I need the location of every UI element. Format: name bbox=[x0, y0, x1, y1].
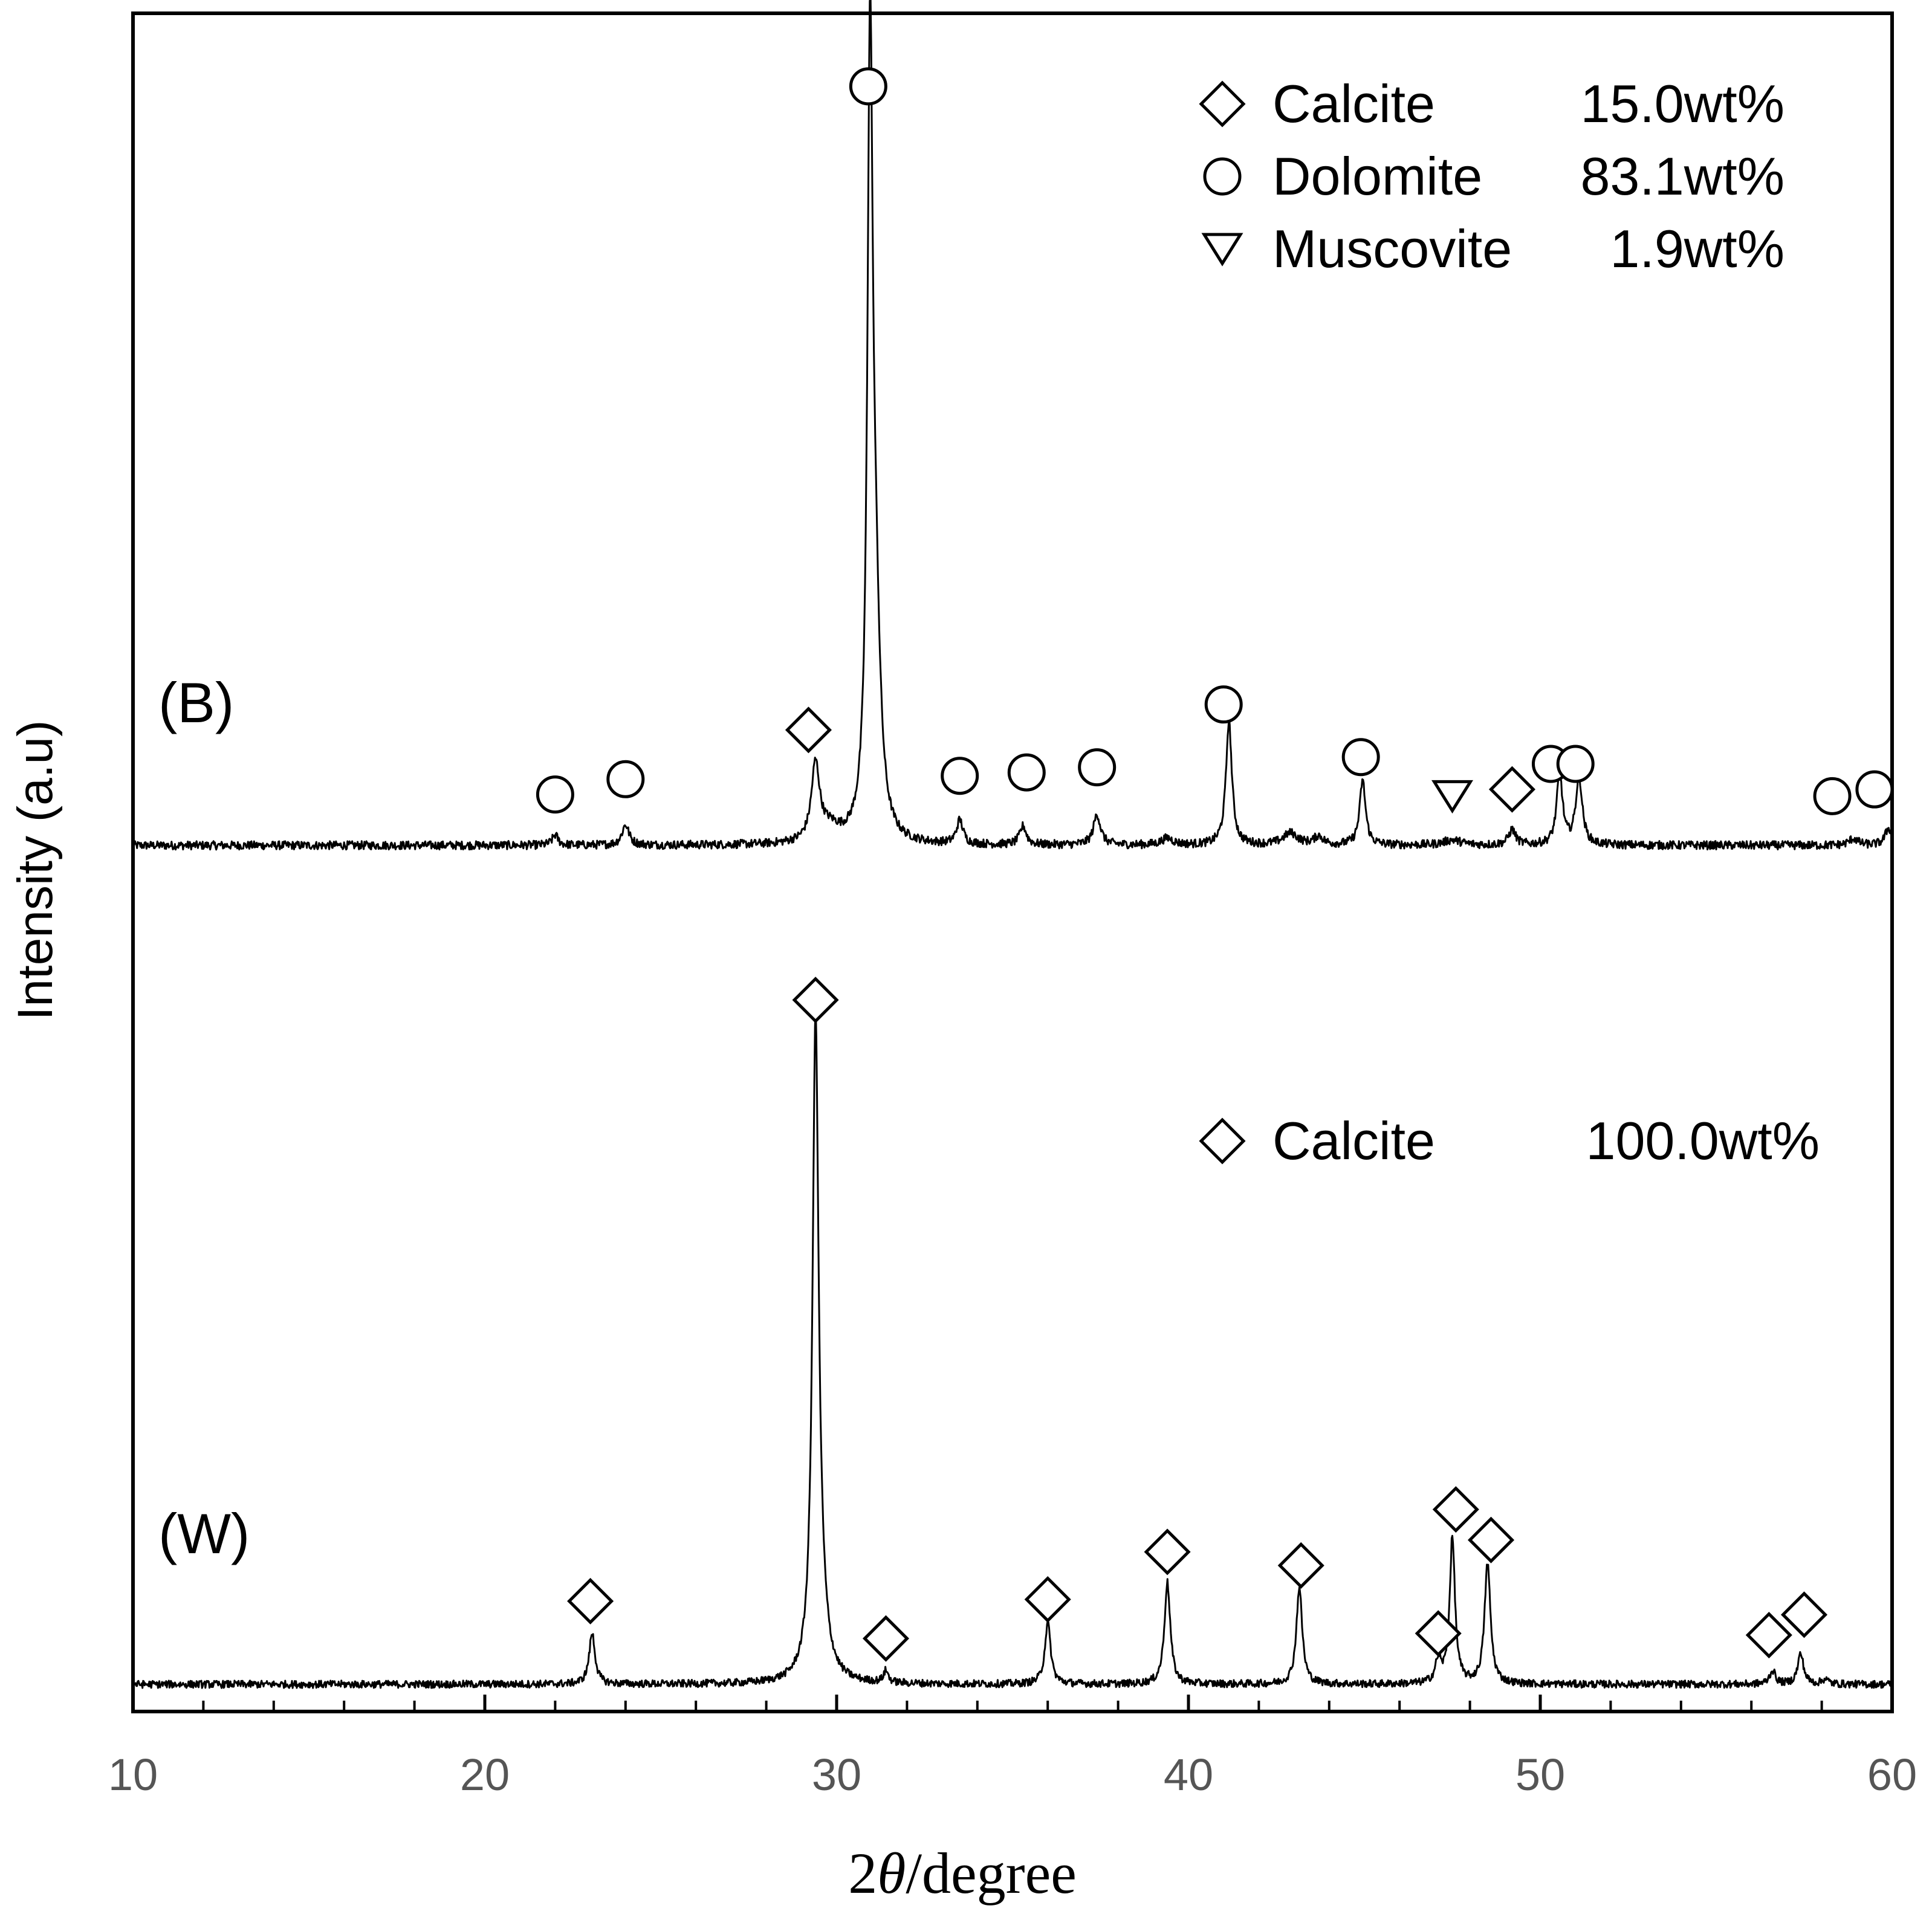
series-line-w bbox=[132, 1004, 1893, 1689]
legend-symbol-circle bbox=[1203, 157, 1242, 196]
circle-marker bbox=[1813, 777, 1852, 815]
diamond-marker bbox=[1488, 766, 1535, 813]
circle-marker bbox=[1341, 738, 1380, 777]
circle-marker bbox=[606, 760, 645, 798]
legend-value: 100.0wt% bbox=[1586, 1111, 1820, 1171]
diamond-marker bbox=[1415, 1610, 1462, 1657]
diamond-marker bbox=[1780, 1591, 1828, 1638]
diamond-marker bbox=[567, 1577, 614, 1624]
peak-markers bbox=[536, 67, 1894, 1662]
diamond-marker bbox=[792, 977, 839, 1024]
circle-marker bbox=[536, 775, 574, 814]
plot-frame bbox=[131, 11, 1894, 1713]
legend-symbol-triangle-down bbox=[1201, 233, 1243, 267]
circle-marker bbox=[941, 757, 979, 795]
x-tick-label: 60 bbox=[1867, 1750, 1917, 1800]
legend-name: Calcite bbox=[1272, 1111, 1435, 1171]
x-tick-label: 10 bbox=[108, 1750, 158, 1800]
diamond-marker bbox=[1277, 1542, 1324, 1589]
x-tick-label: 30 bbox=[812, 1750, 861, 1800]
x-axis-title-suffix: /degree bbox=[906, 1841, 1076, 1906]
circle-marker bbox=[849, 67, 887, 106]
x-axis-title-prefix: 2 bbox=[848, 1841, 877, 1906]
y-axis-title: Intensity (a.u) bbox=[8, 720, 63, 1021]
x-axis: 10 20 30 40 50 60 bbox=[108, 1695, 1917, 1800]
legend-name: Calcite bbox=[1272, 74, 1435, 134]
circle-marker bbox=[1556, 745, 1595, 783]
legend-symbol-diamond bbox=[1199, 80, 1246, 128]
diamond-marker bbox=[862, 1615, 910, 1662]
diamond-marker bbox=[1745, 1612, 1792, 1659]
legend-symbol-diamond bbox=[1199, 1117, 1246, 1165]
legend-name: Muscovite bbox=[1272, 219, 1512, 279]
diamond-marker bbox=[1024, 1576, 1071, 1623]
legend-layer: Calcite 15.0wt% Dolomite 83.1wt% Muscovite 1.… bbox=[1199, 74, 1820, 1171]
panel-label-b: (B) bbox=[158, 671, 234, 734]
legend-name: Dolomite bbox=[1272, 146, 1482, 206]
diamond-marker bbox=[1144, 1528, 1191, 1576]
legend-value: 15.0wt% bbox=[1580, 74, 1785, 134]
circle-marker bbox=[1007, 753, 1046, 792]
panel-label-w: (W) bbox=[158, 1502, 250, 1565]
triangle-down-marker bbox=[1431, 780, 1474, 814]
x-tick-label: 20 bbox=[460, 1750, 510, 1800]
plot-border bbox=[131, 11, 1894, 1713]
diamond-marker bbox=[1467, 1516, 1515, 1563]
circle-marker bbox=[1855, 770, 1894, 809]
circle-marker bbox=[1204, 685, 1243, 724]
series-layer bbox=[132, 0, 1893, 1689]
x-tick-label: 40 bbox=[1164, 1750, 1213, 1800]
x-axis-title-theta: θ bbox=[877, 1841, 906, 1906]
legend-value: 1.9wt% bbox=[1610, 219, 1785, 279]
x-tick-label: 50 bbox=[1515, 1750, 1565, 1800]
x-axis-title: 2θ/degree bbox=[848, 1841, 1077, 1906]
legend-value: 83.1wt% bbox=[1580, 146, 1785, 206]
diamond-marker bbox=[785, 706, 832, 754]
series-line-b bbox=[132, 0, 1893, 851]
diamond-marker bbox=[1432, 1486, 1479, 1533]
circle-marker bbox=[1078, 748, 1117, 787]
